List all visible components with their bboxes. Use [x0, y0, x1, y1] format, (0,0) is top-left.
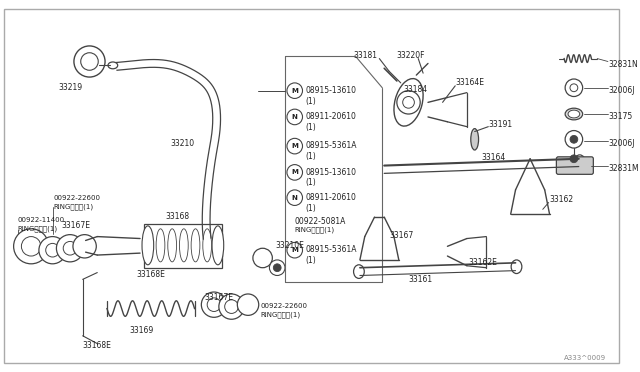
Text: 32006J: 32006J — [608, 139, 634, 148]
Text: 33210: 33210 — [170, 139, 195, 148]
Circle shape — [63, 241, 77, 255]
FancyBboxPatch shape — [556, 157, 593, 174]
Text: N: N — [292, 114, 298, 120]
Text: M: M — [291, 169, 298, 175]
Circle shape — [56, 235, 84, 262]
Text: 33168: 33168 — [165, 212, 189, 221]
Text: 33164: 33164 — [481, 153, 506, 162]
Circle shape — [287, 164, 303, 180]
Text: 08911-20610: 08911-20610 — [305, 112, 356, 121]
Circle shape — [225, 300, 238, 314]
Text: M: M — [291, 143, 298, 149]
Circle shape — [74, 46, 105, 77]
Text: 33162: 33162 — [550, 195, 573, 204]
Circle shape — [73, 235, 96, 258]
Ellipse shape — [574, 155, 586, 170]
Text: 08915-5361A: 08915-5361A — [305, 141, 357, 150]
Text: 33169: 33169 — [129, 326, 153, 335]
Circle shape — [403, 96, 414, 108]
Ellipse shape — [212, 226, 224, 265]
Circle shape — [287, 243, 303, 258]
Text: 32831M: 32831M — [608, 164, 639, 173]
Text: 00922-11400: 00922-11400 — [17, 217, 65, 223]
Text: RINGリング(1): RINGリング(1) — [17, 226, 58, 232]
Ellipse shape — [179, 229, 188, 262]
Text: 32006J: 32006J — [608, 86, 634, 95]
Text: 00922-22600: 00922-22600 — [260, 303, 308, 309]
Text: 33191: 33191 — [488, 120, 513, 129]
Text: 08915-13610: 08915-13610 — [305, 86, 356, 95]
Text: (1): (1) — [305, 96, 316, 106]
Ellipse shape — [471, 129, 479, 150]
Ellipse shape — [203, 229, 212, 262]
Ellipse shape — [168, 229, 177, 262]
Circle shape — [202, 292, 227, 317]
Text: 33175: 33175 — [608, 112, 632, 121]
Text: N: N — [292, 195, 298, 201]
Circle shape — [570, 84, 578, 92]
Circle shape — [570, 135, 578, 143]
Text: RINGリング(1): RINGリング(1) — [295, 227, 335, 234]
Text: M: M — [291, 88, 298, 94]
Circle shape — [287, 109, 303, 125]
Text: 33181: 33181 — [353, 51, 377, 60]
Text: 33219: 33219 — [58, 83, 82, 92]
Ellipse shape — [568, 110, 580, 118]
Circle shape — [287, 190, 303, 205]
Circle shape — [570, 155, 578, 163]
Circle shape — [565, 131, 582, 148]
Circle shape — [237, 294, 259, 315]
Circle shape — [273, 264, 281, 272]
Text: 08911-20610: 08911-20610 — [305, 193, 356, 202]
Circle shape — [269, 260, 285, 276]
Text: (1): (1) — [305, 152, 316, 161]
Circle shape — [13, 229, 49, 264]
Text: 33220F: 33220F — [397, 51, 426, 60]
Ellipse shape — [108, 62, 118, 69]
Text: 33167E: 33167E — [204, 293, 234, 302]
Ellipse shape — [191, 229, 200, 262]
Ellipse shape — [511, 260, 522, 273]
Text: 33210E: 33210E — [275, 241, 304, 250]
Circle shape — [397, 91, 420, 114]
Text: 32831N: 32831N — [608, 60, 637, 68]
Text: (1): (1) — [305, 123, 316, 132]
Text: 33164E: 33164E — [455, 78, 484, 87]
Text: 33162E: 33162E — [469, 258, 498, 267]
Text: RINGリング(1): RINGリング(1) — [54, 203, 93, 210]
Circle shape — [45, 243, 60, 257]
Text: RINGリング(1): RINGリング(1) — [260, 311, 301, 318]
Circle shape — [287, 138, 303, 154]
Text: (1): (1) — [305, 203, 316, 212]
Ellipse shape — [394, 78, 423, 126]
Circle shape — [21, 237, 41, 256]
Circle shape — [253, 248, 273, 268]
Text: M: M — [291, 247, 298, 253]
Text: 08915-13610: 08915-13610 — [305, 167, 356, 177]
Circle shape — [207, 298, 221, 311]
Text: 08915-5361A: 08915-5361A — [305, 246, 357, 254]
Text: A333^0009: A333^0009 — [564, 355, 606, 361]
Ellipse shape — [142, 226, 154, 265]
Circle shape — [81, 53, 99, 70]
Text: 00922-22600: 00922-22600 — [54, 195, 100, 201]
Ellipse shape — [156, 229, 165, 262]
Ellipse shape — [565, 108, 582, 120]
Text: (1): (1) — [305, 256, 316, 265]
Circle shape — [287, 83, 303, 99]
Text: 00922-5081A: 00922-5081A — [295, 217, 346, 226]
Circle shape — [565, 79, 582, 96]
Text: 33167E: 33167E — [61, 221, 90, 230]
FancyBboxPatch shape — [144, 224, 222, 268]
Text: 33168E: 33168E — [136, 270, 165, 279]
Ellipse shape — [353, 265, 364, 278]
Circle shape — [219, 294, 244, 319]
Text: 33167: 33167 — [389, 231, 413, 240]
Circle shape — [39, 237, 66, 264]
Text: 33184: 33184 — [404, 85, 428, 94]
Text: 33168E: 33168E — [83, 341, 112, 350]
Text: (1): (1) — [305, 178, 316, 187]
Text: 33161: 33161 — [408, 276, 432, 285]
